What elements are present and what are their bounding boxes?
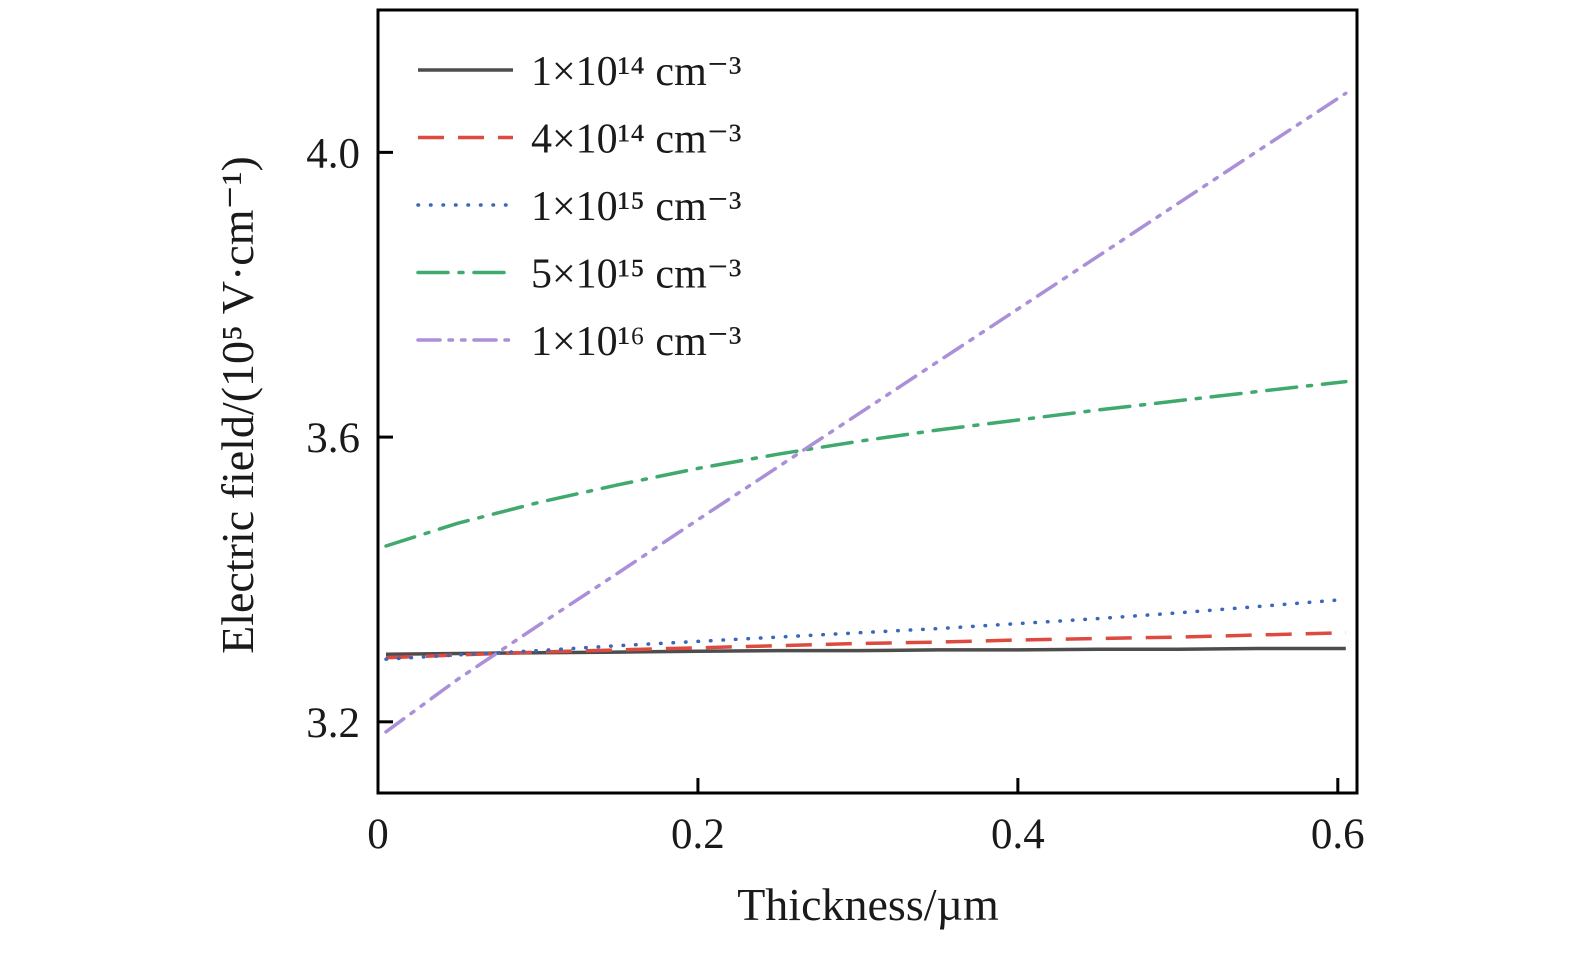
legend-entry: 4×10¹⁴ cm⁻³ (418, 117, 742, 163)
legend-entry: 1×10¹⁵ cm⁻³ (416, 184, 742, 230)
series-line-1 (385, 631, 1346, 660)
x-tick-label: 0 (367, 811, 389, 858)
x-tick-label: 0.2 (671, 811, 725, 858)
x-axis-label: Thickness/µm (737, 879, 999, 930)
series-line-3 (384, 379, 1348, 548)
legend-label: 1×10¹⁶ cm⁻³ (531, 319, 742, 365)
y-tick-label: 4.0 (306, 130, 360, 177)
series-line-2 (384, 597, 1348, 661)
y-axis-label: Electric field/(10⁵ V·cm⁻¹) (212, 156, 263, 654)
x-tick-label: 0.6 (1311, 811, 1365, 858)
legend-entry: 1×10¹⁴ cm⁻³ (418, 49, 742, 95)
legend-label: 1×10¹⁴ cm⁻³ (531, 49, 742, 95)
legend-entry: 5×10¹⁵ cm⁻³ (416, 252, 742, 298)
y-tick-label: 3.6 (306, 415, 360, 462)
y-tick-label: 3.2 (306, 700, 360, 747)
legend-label: 4×10¹⁴ cm⁻³ (531, 117, 742, 163)
plot-frame (376, 8, 1359, 795)
legend-label: 1×10¹⁵ cm⁻³ (531, 184, 742, 230)
series-line-0 (385, 646, 1346, 656)
legend-label: 5×10¹⁵ cm⁻³ (531, 252, 742, 298)
legend-entry: 1×10¹⁶ cm⁻³ (416, 319, 742, 365)
x-tick-label: 0.4 (991, 811, 1045, 858)
series-line-4 (384, 91, 1348, 734)
